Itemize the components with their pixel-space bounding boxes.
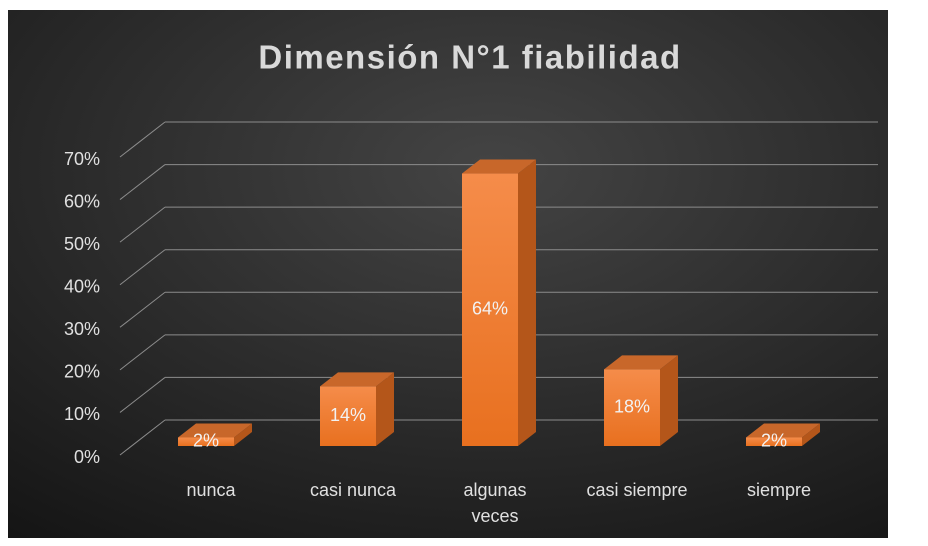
bar-top [320,372,394,387]
chart: Dimensión N°1 fiabilidad 0% 10% 20% 30% 40% 5… [8,10,888,538]
chart-area: Dimensión N°1 fiabilidad 0% 10% 20% 30% 40% 5… [8,10,888,538]
bar-side [802,423,820,446]
bar [746,437,802,446]
value-label: 14% [330,405,366,425]
bar-side [376,372,394,446]
background [8,10,888,538]
grid-line-side [119,249,166,286]
x-tick-label: nunca [186,480,236,500]
grid-line-side [119,121,166,158]
value-label: 18% [614,396,650,416]
bar-top [462,159,536,174]
grid-line-side [119,334,166,371]
bar-top [178,423,252,438]
x-tick-label: casi nunca [309,480,397,500]
value-label: 2% [193,430,219,450]
bar [604,369,660,446]
y-tick-label: 10% [64,404,100,424]
bar-top [746,423,820,438]
y-tick-label: 70% [64,149,100,169]
x-tick-label: casi siempre [586,480,688,500]
grid-line-side [119,291,166,328]
grid-line-side [119,206,166,243]
bar-top [604,355,678,370]
x-tick-label: algunas veces [463,480,527,526]
y-tick-label: 20% [64,362,100,382]
y-tick-label: 50% [64,234,100,254]
value-label: 64% [472,299,508,319]
x-tick-label: siempre [746,480,812,500]
y-tick-label: 0% [74,447,100,467]
bar [462,173,518,447]
y-tick-label: 30% [64,319,100,339]
bar [320,386,376,446]
grid-line-side [119,377,166,413]
bar [178,437,234,446]
chart-title: Dimensión N°1 fiabilidad [258,39,681,76]
bar-side [518,159,536,447]
grid-line-side [119,419,166,456]
y-tick-label: 40% [64,276,100,296]
y-tick-label: 60% [64,191,100,211]
grid-line-side [119,164,166,200]
value-label: 2% [761,430,787,450]
bar-side [660,355,678,446]
bar-side [234,423,252,446]
